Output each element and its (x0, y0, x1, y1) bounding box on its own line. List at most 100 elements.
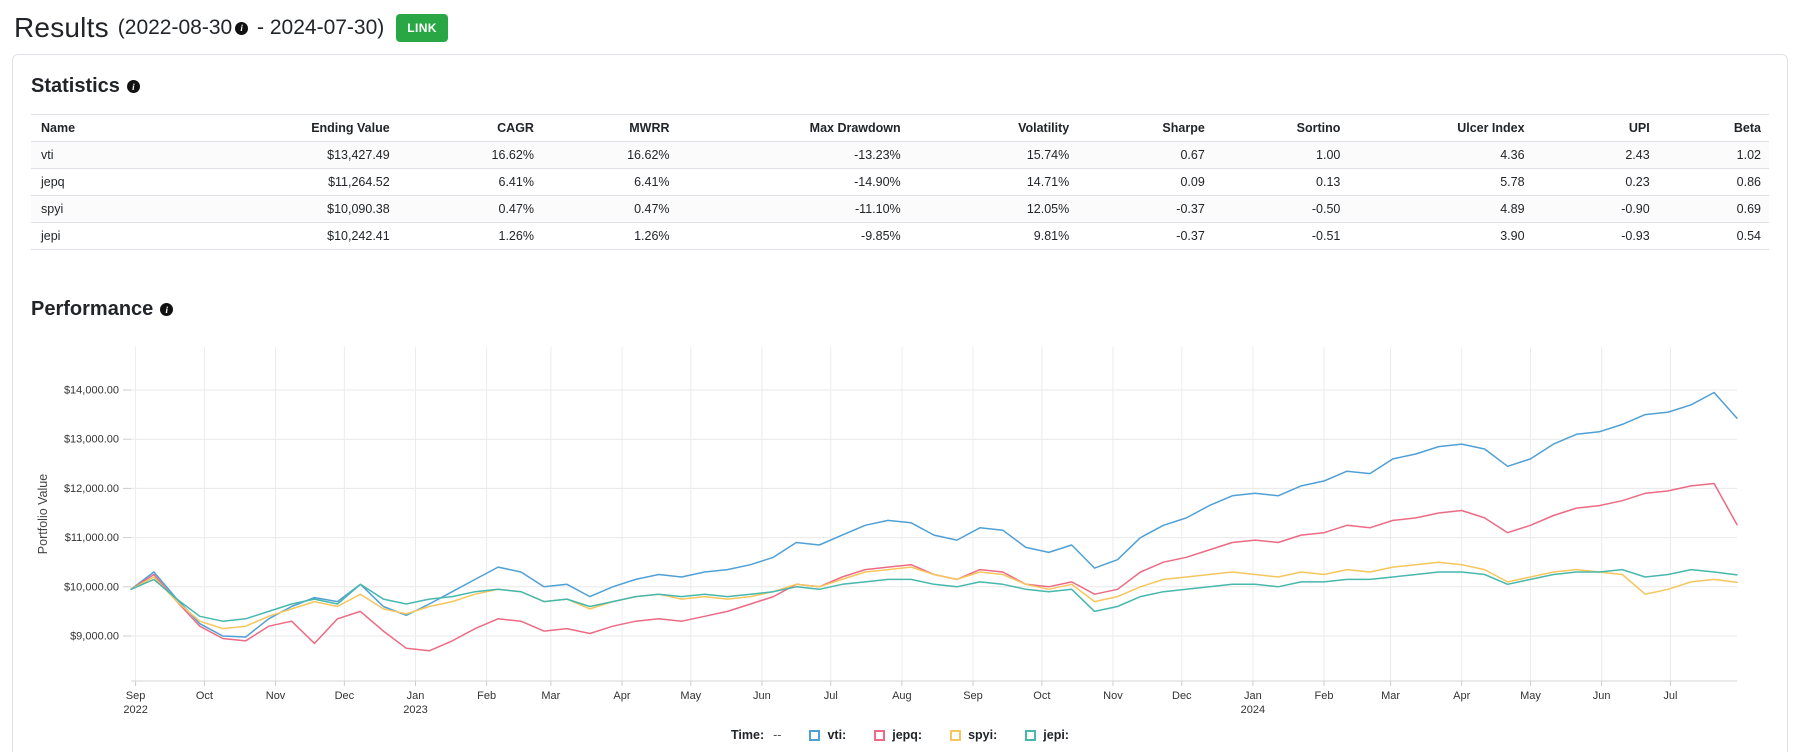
stat-value-cell: 15.74% (908, 141, 1078, 169)
stat-value-cell: 1.26% (397, 222, 542, 250)
stat-value-cell: 0.69 (1657, 195, 1769, 223)
performance-info-icon[interactable]: i (160, 303, 174, 316)
x-year-label: 2024 (1241, 704, 1265, 716)
date-separator: - (251, 16, 270, 39)
stat-value-cell: 12.05% (908, 195, 1078, 223)
stat-value-cell: 5.78 (1348, 168, 1533, 196)
performance-chart-wrap: $9,000.00 $10,000.00 $11,000.00 $12,000.00 $… (31, 327, 1769, 724)
stat-value-cell: -0.37 (1077, 195, 1213, 223)
stat-value-cell: 6.41% (397, 168, 542, 196)
statistics-table-head: Name Ending Value CAGR MWRR Max Drawdown Vola… (31, 114, 1769, 142)
stat-value-cell: $10,090.38 (243, 195, 398, 223)
legend-label-vti: vti: (827, 728, 847, 742)
x-tick-label: Jul (824, 690, 838, 702)
stat-value-cell: -0.93 (1532, 222, 1658, 250)
stat-value-cell: 0.13 (1212, 168, 1349, 196)
stat-value-cell: 14.71% (908, 168, 1078, 196)
legend-label-jepq: jepq: (892, 728, 923, 742)
legend-item-jepq[interactable]: jepq: (874, 728, 922, 742)
column-header: Ending Value (243, 114, 398, 142)
legend-label-jepi: jepi: (1043, 728, 1069, 742)
legend-label-spyi: spyi: (968, 728, 998, 742)
statistics-header-row: Name Ending Value CAGR MWRR Max Drawdown Vola… (31, 114, 1769, 142)
performance-section: Performance i $9,000.00 $10,000.00 $11,000… (31, 298, 1769, 742)
stat-value-cell: -0.90 (1532, 195, 1658, 223)
stat-value-cell: 4.36 (1348, 141, 1533, 169)
legend-swatch-jepi (1025, 729, 1037, 741)
ticker-name-cell: jepi (31, 222, 244, 250)
x-tick-label: Jan (1244, 690, 1262, 702)
x-tick-label: May (680, 690, 701, 702)
statistics-info-icon[interactable]: i (126, 80, 140, 93)
chart-legend: Time: -- vti: jepq: spyi: jepi: (31, 728, 1769, 742)
column-header: Max Drawdown (677, 114, 909, 142)
legend-item-spyi[interactable]: spyi: (950, 728, 997, 742)
stat-value-cell: -14.90% (677, 168, 909, 196)
date-start: 2022-08-30 (124, 16, 233, 39)
page-header: Results (2022-08-30 i - 2024-07-30) LINK (0, 0, 1800, 44)
x-tick-label: Jan (407, 690, 425, 702)
link-button[interactable]: LINK (396, 14, 448, 42)
column-header: CAGR (397, 114, 542, 142)
stat-value-cell: 6.41% (541, 168, 678, 196)
stat-value-cell: 0.54 (1657, 222, 1769, 250)
legend-time-value: -- (773, 728, 782, 742)
stat-value-cell: $11,264.52 (243, 168, 398, 196)
stat-value-cell: 16.62% (541, 141, 678, 169)
stat-value-cell: -9.85% (677, 222, 909, 250)
column-header: Sortino (1212, 114, 1349, 142)
stat-value-cell: 0.09 (1077, 168, 1213, 196)
legend-item-time: Time: -- (731, 728, 781, 742)
legend-time-label: Time: (731, 728, 765, 742)
x-tick-label: Nov (1103, 690, 1123, 702)
date-range: (2022-08-30 i - 2024-07-30) (118, 16, 385, 40)
x-tick-label: Feb (477, 690, 496, 702)
stat-value-cell: 1.26% (541, 222, 678, 250)
x-tick-label: Feb (1315, 690, 1334, 702)
x-tick-label: Dec (335, 690, 355, 702)
series-line-jepi (130, 568, 1738, 622)
stat-value-cell: 0.86 (1657, 168, 1769, 196)
page-title: Results (14, 12, 109, 43)
x-tick-label: Nov (266, 690, 286, 702)
stat-value-cell: $13,427.49 (243, 141, 398, 169)
results-card: Statistics i Name Ending Value CAGR MWRR Max… (12, 54, 1788, 752)
x-tick-label: Jun (1593, 690, 1611, 702)
series-line-jepq (130, 482, 1738, 652)
x-tick-label: Apr (613, 690, 630, 702)
stat-value-cell: -0.50 (1212, 195, 1349, 223)
table-row: spyi $10,090.38 0.47% 0.47% -11.10% 12.05% -0.… (31, 195, 1769, 223)
info-icon[interactable]: i (235, 21, 249, 35)
x-tick-label: Aug (892, 690, 912, 702)
column-header: Ulcer Index (1348, 114, 1533, 142)
statistics-table-body: vti $13,427.49 16.62% 16.62% -13.23% 15.74% 0.… (31, 141, 1769, 250)
performance-chart[interactable]: $9,000.00 $10,000.00 $11,000.00 $12,000.00 $… (31, 327, 1769, 719)
x-tick-label: Sep (963, 690, 983, 702)
series-line-spyi (130, 561, 1738, 630)
stat-value-cell: 2.43 (1532, 141, 1658, 169)
x-tick-label: Mar (541, 690, 560, 702)
stat-value-cell: 0.47% (541, 195, 678, 223)
column-header: UPI (1532, 114, 1658, 142)
column-header: Volatility (908, 114, 1078, 142)
y-tick-label: $13,000.00 (64, 434, 119, 446)
legend-item-vti[interactable]: vti: (809, 728, 846, 742)
stat-value-cell: 16.62% (397, 141, 542, 169)
date-close-paren: ) (377, 16, 385, 39)
date-end: 2024-07-30 (269, 16, 378, 39)
stat-value-cell: -11.10% (677, 195, 909, 223)
legend-item-jepi[interactable]: jepi: (1025, 728, 1069, 742)
stat-value-cell: 1.00 (1212, 141, 1349, 169)
y-tick-label: $9,000.00 (70, 631, 119, 643)
stat-value-cell: 0.67 (1077, 141, 1213, 169)
x-year-label: 2023 (403, 704, 427, 716)
table-row: jepi $10,242.41 1.26% 1.26% -9.85% 9.81% -0.37… (31, 222, 1769, 250)
column-header: Sharpe (1077, 114, 1213, 142)
y-tick-label: $10,000.00 (64, 581, 119, 593)
y-tick-label: $12,000.00 (64, 483, 119, 495)
ticker-name-cell: jepq (31, 168, 244, 196)
ticker-name-cell: spyi (31, 195, 244, 223)
y-tick-label: $14,000.00 (64, 385, 119, 397)
stat-value-cell: $10,242.41 (243, 222, 398, 250)
x-tick-label: May (1520, 690, 1541, 702)
